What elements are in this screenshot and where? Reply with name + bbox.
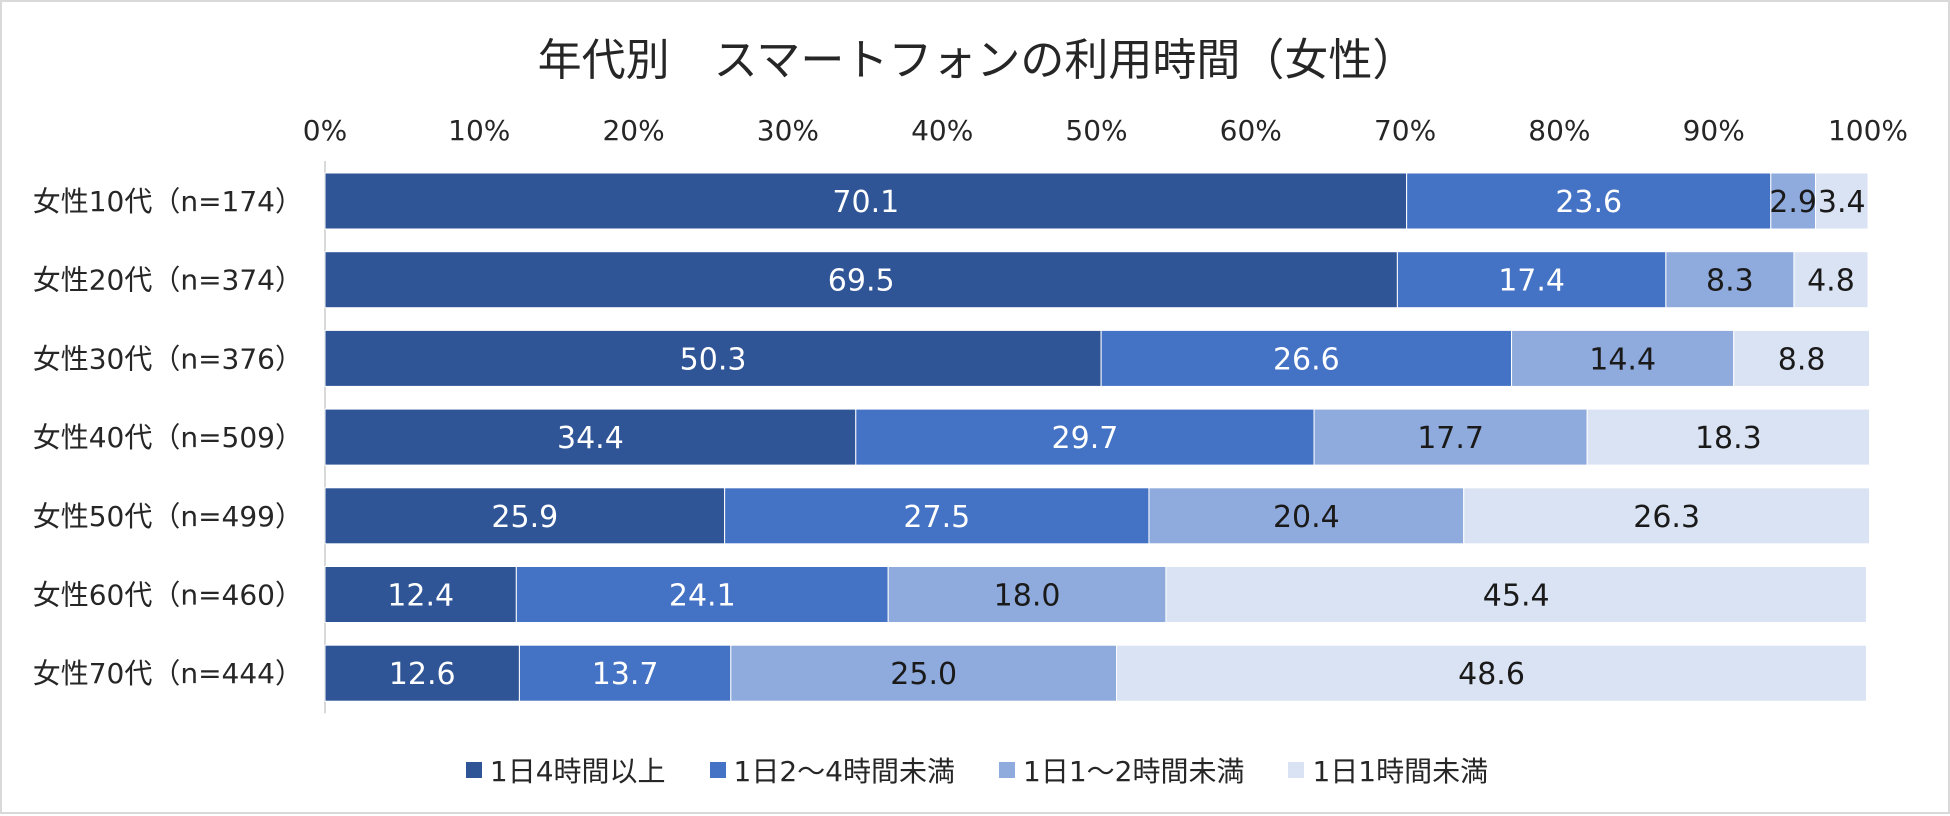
data-label: 4.8 [1807, 264, 1855, 299]
legend-swatch [999, 762, 1015, 778]
data-label: 25.9 [491, 500, 558, 535]
data-label: 17.4 [1498, 264, 1565, 299]
bar-segment [324, 566, 517, 623]
x-tick-label: 0% [303, 114, 347, 147]
x-tick-label: 60% [1220, 114, 1282, 147]
category-label: 女性10代（n=174） [33, 185, 303, 218]
data-label: 2.9 [1769, 185, 1817, 220]
data-label: 20.4 [1273, 500, 1340, 535]
data-label: 25.0 [890, 657, 957, 692]
legend-item: 1日1～2時間未満 [999, 750, 1244, 790]
bar-segment [1733, 329, 1871, 387]
x-tick-label: 100% [1828, 114, 1908, 147]
data-label: 17.7 [1417, 421, 1484, 456]
bar-segment [855, 408, 1315, 466]
data-label: 45.4 [1483, 579, 1550, 614]
x-tick-label: 20% [602, 114, 664, 147]
bar-segment [1165, 566, 1867, 623]
data-label: 48.6 [1458, 657, 1525, 692]
x-tick-label: 40% [911, 114, 973, 147]
legend-item: 1日4時間以上 [465, 750, 666, 790]
bar-segment [1586, 408, 1871, 466]
category-label: 女性30代（n=376） [33, 342, 303, 375]
bar-segment [324, 251, 1398, 309]
bar-segment [1770, 172, 1817, 230]
bar-segment [1396, 251, 1667, 309]
data-label: 18.3 [1695, 421, 1762, 456]
data-label: 29.7 [1052, 421, 1119, 456]
x-tick-label: 70% [1374, 114, 1436, 147]
bar-segment [1148, 487, 1465, 545]
bar-segment [324, 329, 1102, 387]
category-label: 女性40代（n=509） [33, 421, 303, 454]
bar-segment [515, 566, 889, 623]
data-label: 23.6 [1555, 185, 1622, 220]
bar-segment [1511, 329, 1735, 387]
data-label: 50.3 [680, 342, 747, 377]
data-label: 8.8 [1778, 342, 1826, 377]
bar-segment [518, 644, 732, 702]
legend-swatch [709, 762, 726, 778]
data-label: 34.4 [557, 421, 624, 456]
bar-segment [724, 487, 1150, 545]
legend-swatch [465, 762, 482, 778]
data-label: 27.5 [903, 500, 970, 535]
data-label: 18.0 [994, 579, 1061, 614]
data-label: 3.4 [1818, 185, 1866, 220]
data-label: 12.6 [389, 657, 456, 692]
bar-segment [1463, 487, 1871, 545]
bar-segment [324, 408, 857, 466]
data-label: 12.4 [387, 579, 454, 614]
data-label: 13.7 [592, 657, 659, 692]
data-label: 14.4 [1589, 342, 1656, 377]
bar-segment [887, 566, 1167, 623]
legend-label: 1日1～2時間未満 [1023, 755, 1245, 788]
bar-segment [1116, 644, 1867, 702]
bar-segment [1406, 172, 1772, 230]
category-label: 女性50代（n=499） [33, 500, 303, 533]
category-label: 女性20代（n=374） [33, 264, 303, 297]
x-tick-label: 90% [1683, 114, 1745, 147]
bar-segment [324, 644, 520, 702]
bar-segment [1815, 172, 1869, 230]
bar-segment [1100, 329, 1513, 387]
x-tick-label: 80% [1528, 114, 1590, 147]
data-label: 24.1 [669, 579, 736, 614]
data-label: 26.6 [1273, 342, 1340, 377]
category-label: 女性70代（n=444） [33, 657, 303, 690]
legend-item: 1日2～4時間未満 [709, 750, 955, 790]
category-label: 女性60代（n=460） [33, 579, 303, 612]
legend-swatch [1288, 762, 1305, 778]
x-tick-label: 50% [1065, 114, 1127, 147]
data-label: 26.3 [1633, 500, 1700, 535]
x-tick-label: 30% [757, 114, 819, 147]
chart-title: 年代別 スマートフォンの利用時間（女性） [537, 35, 1417, 86]
legend-item: 1日1時間未満 [1288, 750, 1488, 790]
legend: 1日4時間以上 1日2～4時間未満 1日1～2時間未満 1日1時間未満 [2, 750, 1950, 790]
data-label: 8.3 [1706, 264, 1754, 299]
bar-segment [324, 172, 1408, 230]
legend-label: 1日1時間未満 [1312, 755, 1489, 788]
data-label: 69.5 [828, 264, 895, 299]
legend-label: 1日2～4時間未満 [733, 755, 955, 788]
legend-label: 1日4時間以上 [489, 755, 666, 788]
x-tick-label: 10% [448, 114, 510, 147]
data-label: 70.1 [832, 185, 899, 220]
bar-segment [1793, 251, 1869, 309]
bar-segment [730, 644, 1118, 702]
